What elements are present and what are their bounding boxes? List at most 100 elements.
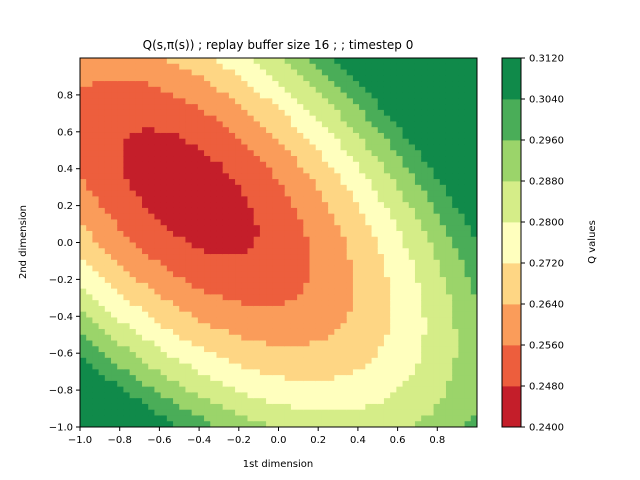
contour-cell	[303, 294, 311, 301]
contour-cell	[216, 317, 224, 324]
contour-cell	[241, 415, 249, 422]
contour-cell	[452, 225, 459, 232]
contour-cell	[185, 421, 193, 427]
contour-cell	[303, 161, 311, 169]
contour-cell	[458, 375, 466, 382]
contour-cell	[470, 58, 477, 65]
contour-cell	[266, 81, 273, 88]
contour-cell	[228, 230, 236, 238]
contour-cell	[173, 421, 180, 427]
contour-cell	[328, 144, 335, 151]
contour-cell	[154, 254, 162, 261]
contour-cell	[259, 81, 267, 88]
contour-cell	[117, 213, 125, 221]
contour-cell	[290, 104, 298, 111]
contour-cell	[185, 132, 193, 140]
contour-cell	[104, 375, 112, 382]
contour-cell	[86, 375, 93, 382]
contour-cell	[377, 202, 385, 209]
contour-cell	[80, 375, 87, 382]
contour-cell	[117, 398, 125, 405]
contour-cell	[421, 167, 428, 174]
contour-cell	[352, 109, 360, 117]
contour-cell	[303, 334, 311, 342]
contour-cell	[439, 323, 447, 330]
contour-cell	[334, 294, 342, 301]
contour-cell	[290, 380, 298, 388]
contour-cell	[241, 340, 249, 347]
contour-cell	[197, 92, 205, 99]
contour-cell	[104, 86, 112, 94]
contour-cell	[247, 254, 255, 261]
contour-cell	[154, 121, 162, 128]
contour-cell	[185, 219, 193, 226]
contour-cell	[235, 98, 242, 105]
contour-cell	[247, 213, 255, 221]
contour-cell	[321, 415, 329, 422]
contour-cell	[160, 92, 168, 99]
colorbar-segment	[502, 58, 521, 100]
contour-cell	[433, 357, 441, 365]
contour-cell	[390, 288, 397, 295]
contour-cell	[98, 173, 106, 180]
contour-cell	[297, 236, 304, 244]
contour-cell	[86, 86, 93, 94]
contour-cell	[235, 328, 242, 336]
contour-cell	[421, 144, 428, 151]
contour-cell	[470, 150, 477, 157]
contour-cell	[123, 328, 131, 336]
contour-cell	[421, 121, 428, 128]
contour-cell	[315, 225, 323, 232]
contour-cell	[390, 150, 397, 157]
contour-cell	[210, 248, 218, 255]
contour-cell	[222, 213, 230, 221]
contour-cell	[210, 363, 218, 370]
contour-cell	[470, 132, 477, 140]
contour-cell	[352, 305, 360, 313]
contour-cell	[111, 271, 118, 278]
contour-cell	[247, 294, 255, 301]
contour-cell	[464, 415, 472, 422]
contour-cell	[135, 403, 143, 411]
contour-cell	[464, 282, 472, 290]
contour-cell	[284, 421, 292, 427]
contour-cell	[433, 236, 441, 244]
contour-cell	[346, 190, 354, 197]
contour-cell	[284, 352, 292, 359]
contour-cell	[390, 161, 397, 169]
contour-cell	[173, 265, 180, 272]
contour-cell	[396, 104, 404, 111]
colorbar-segment	[502, 386, 521, 428]
contour-cell	[439, 369, 447, 376]
contour-cell	[470, 202, 477, 209]
contour-cell	[210, 184, 218, 192]
contour-cell	[390, 144, 397, 151]
contour-cell	[284, 346, 292, 353]
contour-cell	[185, 225, 193, 232]
contour-cell	[321, 121, 329, 128]
contour-cell	[334, 104, 342, 111]
contour-cell	[371, 380, 379, 388]
contour-cell	[421, 259, 428, 267]
contour-cell	[427, 92, 435, 99]
contour-cell	[439, 132, 447, 140]
contour-cell	[321, 81, 329, 88]
contour-cell	[371, 138, 379, 146]
contour-cell	[135, 248, 143, 255]
contour-cell	[346, 167, 354, 174]
contour-cell	[278, 150, 286, 157]
contour-cell	[278, 271, 286, 278]
contour-cell	[253, 138, 261, 146]
contour-cell	[266, 317, 273, 324]
contour-cell	[470, 334, 477, 342]
contour-cell	[458, 259, 466, 267]
contour-cell	[445, 115, 453, 123]
contour-cell	[464, 392, 472, 399]
contour-cell	[359, 352, 366, 359]
contour-cell	[297, 69, 304, 76]
contour-cell	[383, 167, 391, 174]
contour-cell	[185, 409, 193, 417]
contour-cell	[247, 300, 255, 307]
contour-cell	[284, 121, 292, 128]
contour-cell	[458, 392, 466, 399]
